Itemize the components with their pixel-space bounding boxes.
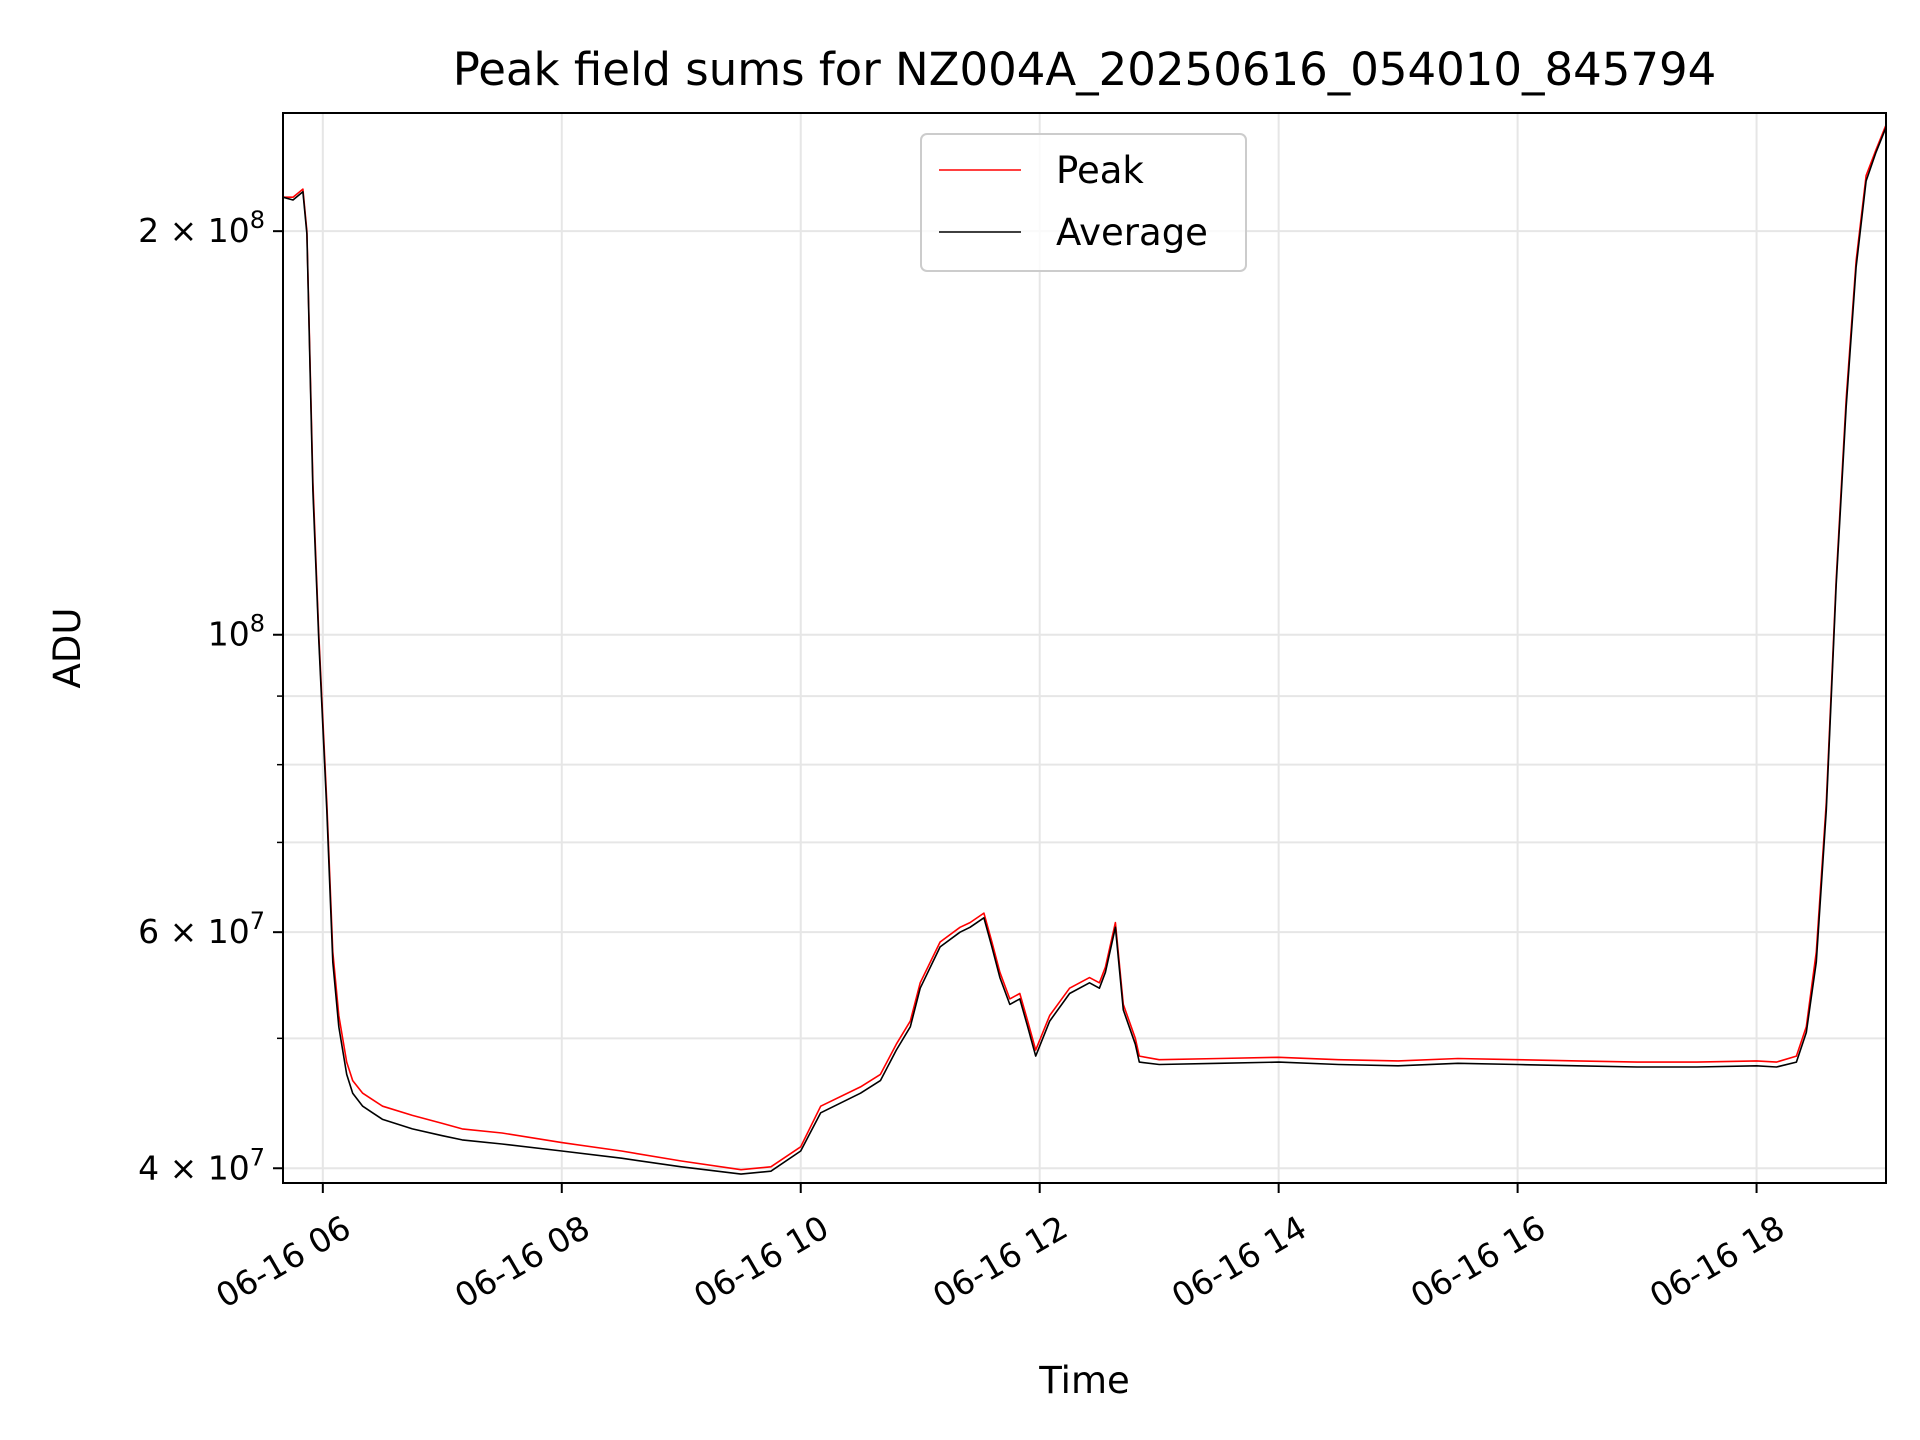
series-line-average <box>282 127 1887 1175</box>
chart-title: Peak field sums for NZ004A_20250616_0540… <box>453 43 1717 96</box>
legend-box <box>920 133 1247 272</box>
y-axis-ticks: 4 × 107 6 × 107 108 2 × 108 <box>138 206 283 1187</box>
y-tick-label: 2 × 108 <box>138 206 265 250</box>
x-axis-title: Time <box>1038 1359 1130 1402</box>
legend: Peak Average <box>920 133 1247 272</box>
legend-label-peak: Peak <box>1056 149 1144 192</box>
plot-frame <box>282 112 1887 1184</box>
y-tick-label: 6 × 107 <box>138 907 265 951</box>
y-tick-label: 4 × 107 <box>138 1143 265 1187</box>
series-line-peak <box>283 124 1887 1171</box>
legend-label-average: Average <box>1056 211 1208 254</box>
y-tick-label: 108 <box>208 610 265 654</box>
series-lines <box>282 124 1887 1175</box>
y-axis-title: ADU <box>46 608 89 689</box>
